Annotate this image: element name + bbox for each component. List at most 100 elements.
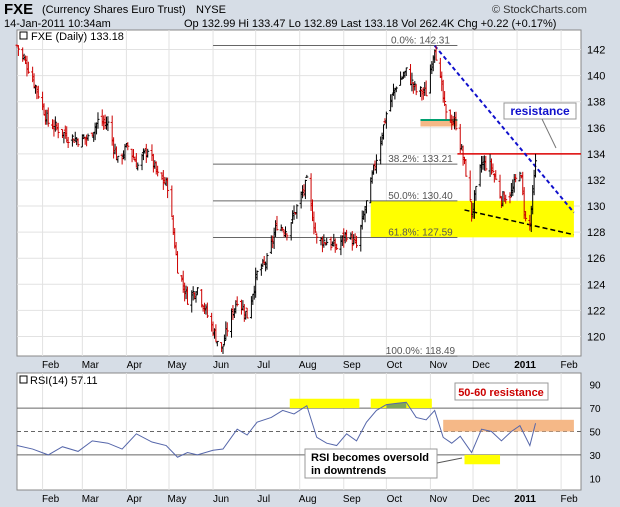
rsi-x-label: Feb [42,494,60,505]
price-x-label: 2011 [514,360,536,371]
symbol-description: (Currency Shares Euro Trust) [42,4,186,16]
ohlc-bar [364,200,368,214]
ohlc-bar [464,159,468,177]
ohlc-bar [53,116,57,132]
ohlc-bar [410,72,414,92]
ohlc-bar [76,138,80,147]
date-label: 14-Jan-2011 10:34am [4,18,111,30]
rsi-x-label: Apr [127,494,143,505]
ohlc-bar [329,236,333,251]
ohlc-bar [313,222,317,233]
orange-resistance-zone [420,119,458,127]
ohlc-bar [534,153,538,178]
ohlc-bar [86,133,90,141]
price-tick-label: 134 [587,149,605,161]
ohlc-bar [305,174,309,178]
rsi-x-label: 2011 [514,494,536,505]
rsi-x-label: Mar [82,494,100,505]
ohlc-bar [394,86,398,93]
ohlc-bar [434,46,438,61]
fib-label: 50.0%: 130.40 [388,191,453,202]
ohlc-bar [185,286,189,305]
credit-label: © StockCharts.com [492,4,587,16]
ohlc-bar [468,170,472,201]
fib-label: 0.0%: 142.31 [391,36,450,47]
rsi-yellow-zone [289,398,360,409]
price-tick-label: 132 [587,175,605,187]
ohlc-bar [285,233,289,241]
ohlc-bar [116,155,120,163]
ohlc-bar [146,148,150,158]
ohlc-bar [205,302,209,318]
ohlc-bar [222,334,226,346]
ohlc-bar [106,116,110,132]
price-x-label: Oct [387,360,403,371]
rsi-x-label: Feb [560,494,578,505]
price-tick-label: 122 [587,305,605,317]
ohlc-bar [443,91,447,107]
price-legend-swatch [19,31,28,40]
price-x-label: Dec [472,360,490,371]
price-tick-label: 140 [587,71,605,83]
ohlc-bar [221,345,225,354]
ohlc-bar [322,234,326,248]
rsi-legend-swatch [19,375,28,384]
ohlc-bar [508,192,512,204]
ohlc-bar [136,162,140,171]
fib-label: 38.2%: 133.21 [388,154,453,165]
rsi-tick-label: 90 [589,381,601,392]
symbol-title: FXE [4,1,34,18]
rsi-x-label: Dec [472,494,490,505]
rsi-x-label: Jul [257,494,270,505]
rsi-x-label: Oct [387,494,403,505]
rsi-x-label: Nov [430,494,448,505]
rsi-extreme-fill [386,402,407,409]
price-legend: FXE (Daily) 133.18 [31,31,124,43]
rsi-line [16,401,537,458]
ohlc-bar [56,122,60,139]
oversold-pointer [436,457,463,464]
price-tick-label: 120 [587,331,605,343]
ohlc-bar [444,104,448,120]
ohlc-bar [235,296,239,307]
ohlc-bar [96,112,100,129]
downtrend-line [433,45,575,214]
ohlc-bar [126,142,130,151]
ohlc-bar [474,185,478,201]
exchange-label: NYSE [196,4,226,16]
oversold-label-line1: RSI becomes oversold [311,452,429,464]
rsi-resistance-box [454,382,549,401]
price-tick-label: 124 [587,279,605,291]
rsi-tick-label: 10 [589,474,601,485]
ohlc-bar [325,237,329,246]
price-x-label: Jul [257,360,270,371]
price-x-label: Feb [560,360,578,371]
price-x-label: Apr [127,360,143,371]
ohlc-bar [66,136,70,148]
ohlc-bar [504,194,508,204]
resistance-label: resistance [510,104,570,118]
ohlc-bar [384,111,388,129]
ohlc-bar [275,215,279,231]
ohlc-bar [355,235,359,248]
rsi-tick-label: 30 [589,451,601,462]
ohlc-bar [424,80,428,97]
ohlc-bar [214,324,218,342]
ohlc-bar [454,111,458,131]
price-tick-label: 130 [587,201,605,213]
price-x-label: Sep [343,360,361,371]
ohlc-bar [374,154,378,174]
price-tick-label: 138 [587,97,605,109]
ohlc-bar [33,84,37,94]
ohlc-bar [418,86,422,97]
ohlc-bar [350,231,354,251]
ohlc-bar [36,85,40,99]
oversold-box [304,448,438,479]
ohlc-bar [382,124,386,140]
ohlc-bar [265,253,269,270]
ohlc-bar [194,290,198,303]
price-x-label: Nov [430,360,448,371]
rsi-yellow-zone [464,454,501,465]
